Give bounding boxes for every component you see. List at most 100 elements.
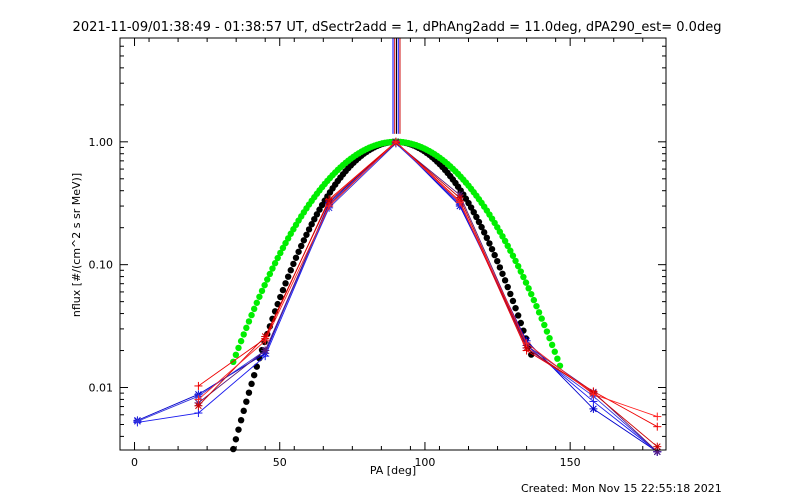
series-marker (455, 198, 464, 207)
fit-dot (237, 337, 245, 345)
fit-dot (269, 265, 276, 272)
plot-frame (119, 37, 667, 451)
fit-dot (243, 324, 250, 332)
fit-dot (253, 363, 260, 370)
fit-dot (250, 305, 258, 313)
fit-dot (261, 281, 268, 289)
series-marker (653, 412, 662, 421)
series-path (198, 141, 658, 418)
fit-dot (232, 436, 240, 443)
fit-dot (533, 302, 540, 310)
marker-stroke (590, 405, 597, 413)
fit-dot (290, 260, 297, 268)
fit-dot (300, 237, 308, 244)
fit-dot (509, 297, 517, 305)
marker-stroke (456, 194, 464, 202)
fit-dot (499, 233, 506, 240)
fit-dot (284, 273, 292, 280)
fit-dot (522, 279, 530, 286)
series-line (194, 138, 662, 456)
fit-dot (282, 239, 289, 247)
fit-dot (232, 351, 240, 359)
series-marker (653, 422, 662, 431)
x-tick-label: 0 (131, 456, 138, 469)
fit-dot (308, 221, 315, 228)
fit-dot (548, 341, 556, 349)
series-path (137, 141, 658, 453)
series-line (133, 137, 662, 456)
fit-dot (556, 362, 564, 369)
series-marker (194, 381, 203, 390)
fit-dot (512, 257, 519, 265)
fit-dot (480, 229, 488, 236)
series-line (194, 138, 662, 451)
fit-dot (248, 311, 255, 319)
fit-dot (473, 213, 480, 221)
fit-dot (512, 304, 519, 312)
series-marker (589, 404, 598, 413)
x-tick-label: 50 (273, 456, 287, 469)
created-timestamp: Created: Mon Nov 15 22:55:18 2021 (521, 482, 722, 495)
fit-dot (517, 268, 524, 275)
fit-dot (478, 223, 485, 231)
fit-dot (491, 251, 498, 259)
series-marker (391, 137, 400, 146)
fit-dot (507, 290, 514, 298)
fit-dot (509, 252, 517, 259)
fit-dot (245, 389, 253, 396)
fit-dot (551, 348, 558, 355)
series-marker (133, 417, 142, 426)
fit-dot (514, 312, 522, 319)
fit-dot (554, 355, 561, 362)
fit-dot (507, 247, 514, 254)
fit-dot (504, 242, 511, 250)
fit-dot (298, 242, 305, 250)
fit-dot (230, 445, 237, 453)
fit-dot (277, 293, 284, 301)
fit-dot (501, 237, 509, 245)
fit-dot (264, 276, 271, 283)
series-marker (261, 336, 270, 345)
y-tick-label: 1.00 (89, 136, 114, 149)
fit-dot (535, 309, 543, 316)
x-axis-label: PA [deg] (370, 464, 416, 477)
x-tick-label: 150 (560, 456, 581, 469)
fit-dot (475, 218, 483, 226)
series-marker (194, 395, 203, 404)
marker-stroke (195, 402, 202, 410)
series-path (137, 141, 658, 453)
fit-dot (243, 398, 250, 405)
fit-dot (266, 270, 274, 278)
series-marker (261, 346, 270, 355)
fit-dot (496, 264, 504, 271)
fit-dot (543, 328, 551, 335)
fit-dot (271, 260, 279, 267)
fit-dot (240, 407, 247, 415)
fit-dot (486, 240, 493, 247)
fit-dot (245, 318, 253, 325)
fit-dot (240, 331, 247, 338)
fit-dot (237, 416, 245, 424)
fit-curve (230, 138, 564, 369)
fit-dot (274, 254, 281, 262)
fit-dot (470, 208, 477, 216)
fit-dot (277, 249, 284, 257)
series-marker (653, 442, 662, 451)
fit-dot (292, 254, 300, 261)
marker-stroke (261, 347, 269, 354)
fit-dot (504, 283, 511, 291)
marker-stroke (325, 197, 333, 205)
fit-dot (250, 371, 258, 379)
fit-dot (530, 296, 538, 304)
fit-dot (311, 215, 318, 223)
series-path (198, 141, 658, 448)
series-marker (325, 202, 334, 211)
fit-dot (538, 315, 545, 322)
chart-title: 2021-11-09/01:38:49 - 01:38:57 UT, dSect… (73, 20, 722, 35)
fit-dot (279, 244, 287, 252)
series-marker (522, 343, 531, 352)
series-path (198, 141, 658, 428)
fit-dot (541, 321, 548, 329)
series-path (198, 142, 658, 453)
